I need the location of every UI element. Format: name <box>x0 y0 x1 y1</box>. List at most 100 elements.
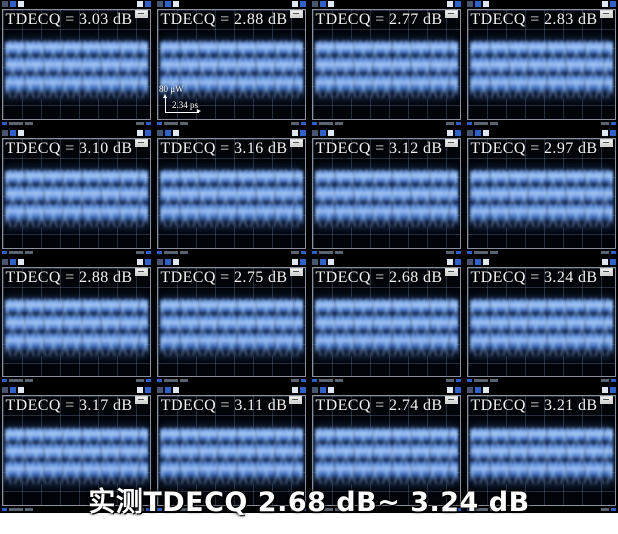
status-strip <box>312 121 461 126</box>
pam4-eye-diagram <box>315 40 458 99</box>
panel-window-icons-left <box>157 129 179 136</box>
panel-window-icons-right <box>292 258 306 265</box>
window-icon <box>483 387 489 394</box>
window-icon <box>602 258 608 265</box>
status-strip <box>2 378 151 383</box>
scope-graticule: TDECQ = 3.11 dB 80 μW 2.34 ps <box>157 395 306 506</box>
status-mark <box>335 379 343 383</box>
panel-window-icons-left <box>312 258 334 265</box>
status-mark <box>467 508 472 511</box>
pam4-eye-diagram <box>160 40 303 99</box>
panel-window-icons-right <box>292 1 306 7</box>
window-icon <box>137 258 143 265</box>
status-mark <box>157 121 162 125</box>
pam4-eye-diagram <box>470 297 613 356</box>
status-mark <box>456 121 461 125</box>
status-mark <box>301 121 306 125</box>
window-icon <box>145 1 151 7</box>
panel-window-icons-left <box>312 1 334 7</box>
panel-window-icons-left <box>467 258 489 265</box>
window-icon <box>328 1 334 7</box>
status-mark <box>611 379 616 383</box>
window-icon <box>173 129 179 136</box>
panel-window-icons-left <box>312 387 334 394</box>
scope-graticule: TDECQ = 2.97 dB 80 μW 2.34 ps <box>467 137 616 249</box>
window-icon <box>475 258 481 265</box>
status-mark <box>146 379 151 383</box>
window-icon <box>157 258 163 265</box>
window-icon <box>145 387 151 394</box>
window-icon <box>173 1 179 7</box>
window-icon <box>137 129 143 136</box>
caption: 实测TDECQ 2.68 dB~ 3.24 dB <box>88 487 530 518</box>
window-icon <box>320 1 326 7</box>
status-mark <box>25 508 33 511</box>
window-icon <box>328 129 334 136</box>
status-mark <box>164 508 178 511</box>
label-badge-icon <box>599 396 613 405</box>
status-mark <box>164 250 178 254</box>
status-strip <box>2 507 151 512</box>
window-icon <box>483 258 489 265</box>
window-icon <box>18 387 24 394</box>
status-mark <box>490 379 498 383</box>
status-mark <box>446 250 454 254</box>
eye-diagram-panel: TDECQ = 2.77 dB 80 μW 2.34 ps <box>310 0 463 127</box>
window-icon <box>610 129 616 136</box>
panel-window-icons-left <box>157 1 179 7</box>
pam4-eye-diagram <box>160 169 303 227</box>
status-mark <box>490 250 498 254</box>
status-mark <box>180 250 188 254</box>
power-scale-label: 80 μW <box>159 83 184 94</box>
label-badge-icon <box>289 267 303 276</box>
tdecq-label-text: TDECQ = 3.24 dB <box>470 268 598 286</box>
window-icon <box>467 387 473 394</box>
status-mark <box>312 250 317 254</box>
window-icon <box>312 1 318 7</box>
window-icon <box>455 258 461 265</box>
window-icon <box>173 387 179 394</box>
window-icon <box>475 1 481 7</box>
status-mark <box>601 250 609 254</box>
tdecq-label: TDECQ = 3.17 dB <box>3 396 150 415</box>
scope-graticule: TDECQ = 2.83 dB 80 μW 2.34 ps <box>467 9 616 120</box>
eye-diagram-panel: TDECQ = 2.88 dB 80 μW 2.34 ps <box>155 0 308 127</box>
window-icon <box>320 129 326 136</box>
window-icon <box>165 387 171 394</box>
eye-diagram-panel: TDECQ = 2.83 dB 80 μW 2.34 ps <box>465 0 618 127</box>
status-mark <box>157 250 162 254</box>
window-icon <box>165 258 171 265</box>
label-badge-icon <box>134 396 148 405</box>
scope-graticule: TDECQ = 2.77 dB 80 μW 2.34 ps <box>312 9 461 120</box>
eye-diagram-panel: TDECQ = 2.75 dB 80 μW 2.34 ps <box>155 257 308 385</box>
status-mark <box>611 250 616 254</box>
status-mark <box>157 379 162 383</box>
panel-window-icons-right <box>137 258 151 265</box>
status-strip <box>157 121 306 126</box>
label-badge-icon <box>599 267 613 276</box>
window-icon <box>467 1 473 7</box>
status-mark <box>291 121 299 125</box>
window-icon <box>447 258 453 265</box>
window-icon <box>18 258 24 265</box>
panel-window-icons-right <box>602 129 616 136</box>
tdecq-label-text: TDECQ = 2.83 dB <box>470 11 598 28</box>
tdecq-label-text: TDECQ = 2.74 dB <box>315 397 443 415</box>
panel-window-icons-left <box>467 129 489 136</box>
tdecq-label: TDECQ = 2.88 dB <box>158 10 305 29</box>
status-mark <box>291 250 299 254</box>
window-icon <box>18 129 24 136</box>
window-icon <box>165 1 171 7</box>
window-icon <box>10 129 16 136</box>
tdecq-label-text: TDECQ = 3.21 dB <box>470 397 598 415</box>
scope-graticule: TDECQ = 2.74 dB 80 μW 2.34 ps <box>312 395 461 506</box>
label-badge-icon <box>599 138 613 147</box>
status-mark <box>335 508 343 511</box>
status-mark <box>319 250 333 254</box>
status-mark <box>146 250 151 254</box>
window-icon <box>483 1 489 7</box>
eye-diagram-panel: TDECQ = 3.24 dB 80 μW 2.34 ps <box>465 257 618 385</box>
eye-diagram-panel: TDECQ = 3.16 dB 80 μW 2.34 ps <box>155 128 308 256</box>
pam4-eye-diagram <box>5 297 148 356</box>
status-mark <box>611 508 616 511</box>
